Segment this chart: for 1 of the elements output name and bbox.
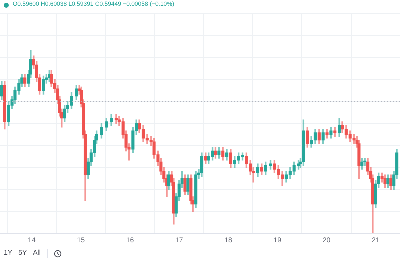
candlestick: [252, 167, 256, 183]
